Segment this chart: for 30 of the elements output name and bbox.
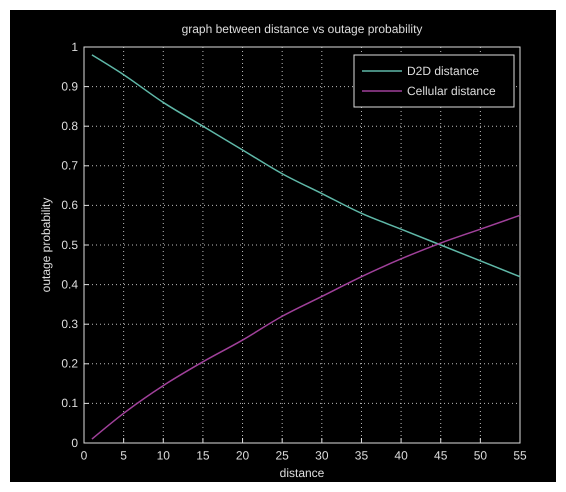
x-tick-label: 40 [394,448,408,463]
y-tick-label: 0.9 [61,79,78,94]
x-tick-label: 15 [196,448,210,463]
x-tick-label: 10 [156,448,170,463]
line-series [91,54,521,278]
x-tick-label: 0 [80,448,88,463]
y-tick-label: 0.8 [61,119,78,134]
y-tick-label: 0.1 [61,396,78,410]
x-tick-label: 20 [236,448,250,463]
y-tick-label: 0.4 [61,277,78,292]
legend-label: Cellular distance [407,84,496,98]
legend-label: D2D distance [407,64,480,78]
y-tick-label: 0.3 [61,317,78,332]
x-axis-title: distance [280,466,325,480]
y-tick-label: 0 [71,436,78,450]
y-tick-label: 0.5 [61,238,78,252]
x-tick-label: 50 [474,448,488,463]
x-tick-label: 30 [315,448,329,463]
x-tick-label: 25 [276,448,290,463]
chart-title: graph between distance vs outage probability [182,22,422,36]
x-tick-label: 35 [354,448,368,463]
x-tick-label: 55 [513,448,527,463]
y-tick-label: 0.2 [61,356,78,371]
x-tick-label: 5 [120,448,128,463]
line-series [91,214,521,440]
y-tick-label: 1 [71,40,78,54]
y-tick-label: 0.6 [61,198,78,212]
x-tick-label: 45 [434,448,448,463]
y-axis-title: outage probability [39,198,53,292]
y-tick-label: 0.7 [61,158,78,173]
